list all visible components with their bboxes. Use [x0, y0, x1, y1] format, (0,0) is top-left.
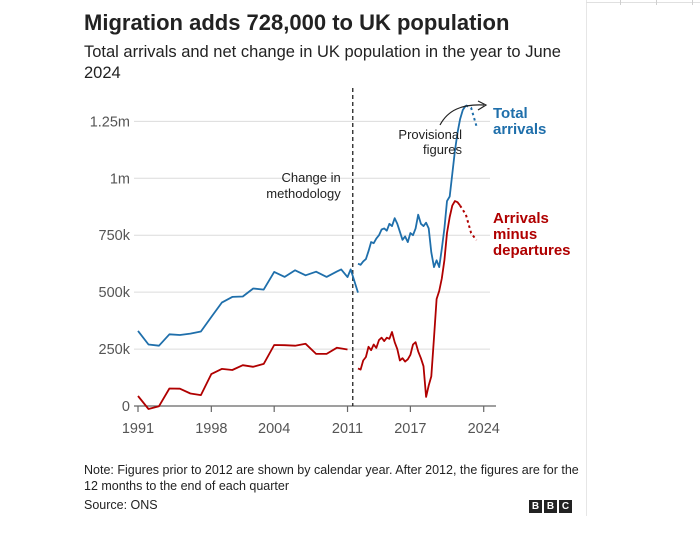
top-divider — [586, 2, 700, 3]
net-migration-line — [357, 200, 461, 398]
total-arrivals-line — [465, 104, 478, 127]
series-label-arrivals-minus-departures: departures — [493, 242, 571, 259]
chart-title: Migration adds 728,000 to UK population — [84, 10, 510, 35]
y-tick-label: 0 — [122, 399, 130, 415]
net-migration-line — [137, 342, 348, 410]
x-tick-label: 1998 — [195, 421, 227, 437]
series-label-arrivals-minus-departures: Arrivals — [493, 210, 549, 227]
top-divider-tick — [692, 0, 693, 5]
provisional-arrowhead — [477, 100, 488, 111]
chart-source: Source: ONS — [84, 498, 158, 512]
x-tick-label: 2004 — [258, 421, 290, 437]
total-arrivals-line — [137, 268, 359, 347]
total-arrivals-line — [357, 104, 467, 268]
provisional-arrow — [439, 104, 485, 126]
series-label-total-arrivals: arrivals — [493, 121, 546, 138]
y-tick-label: 750k — [99, 228, 131, 244]
y-tick-label: 250k — [99, 342, 131, 358]
x-tick-label: 2011 — [332, 421, 363, 437]
chart-card — [74, 0, 587, 516]
series-label-arrivals-minus-departures: minus — [493, 226, 537, 243]
y-tick-label: 1.25m — [90, 114, 130, 130]
methodology-label: methodology — [266, 186, 341, 201]
provisional-label: figures — [423, 142, 463, 157]
bbc-logo-letter: B — [544, 500, 557, 513]
net-migration-line — [459, 205, 478, 241]
y-tick-label: 1m — [110, 171, 130, 187]
top-divider-tick — [620, 0, 621, 5]
methodology-label: Change in — [281, 170, 340, 185]
line-chart: 0 250k 500k 750k 1m 1.25m 1991 1998 2004 2011 2017… — [90, 88, 571, 437]
bbc-logo: B B C — [529, 500, 572, 513]
provisional-label: Provisional — [398, 127, 462, 142]
top-divider-tick — [656, 0, 657, 5]
chart-subtitle: Total arrivals and net change in UK popu… — [84, 43, 561, 82]
bbc-logo-letter: B — [529, 500, 542, 513]
x-tick-label: 2017 — [394, 421, 426, 437]
x-tick-label: 1991 — [122, 421, 154, 437]
x-tick-label: 2024 — [468, 421, 500, 437]
y-tick-label: 500k — [99, 285, 131, 301]
series-label-total-arrivals: Total — [493, 105, 528, 122]
bbc-logo-letter: C — [559, 500, 572, 513]
chart-note: Note: Figures prior to 2012 are shown by… — [84, 463, 579, 493]
